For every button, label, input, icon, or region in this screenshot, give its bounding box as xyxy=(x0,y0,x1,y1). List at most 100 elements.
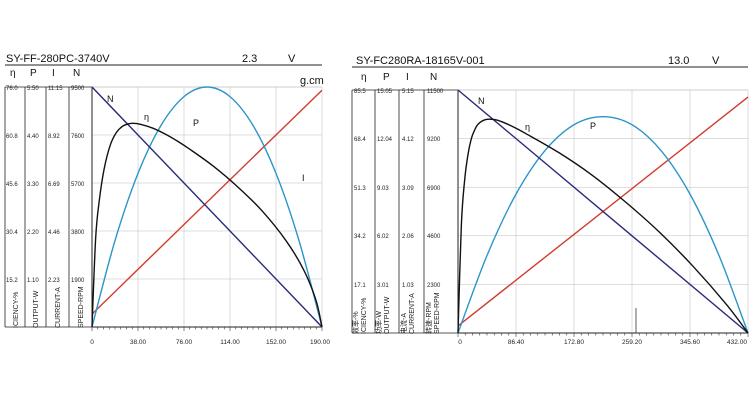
chart-2-header-i: I xyxy=(406,72,409,83)
chart-1-x-tick-4: 152.00 xyxy=(266,339,286,346)
chart-1-eff-tick-2: 45.6 xyxy=(6,182,18,188)
chart-2-cur-axis-label: 电流-A CURRENT-A xyxy=(399,293,416,334)
chart-1-series-n-line xyxy=(91,86,323,328)
chart-2-spd-tick-2: 6900 xyxy=(427,186,441,192)
chart-1-series-n-label: N xyxy=(107,94,114,104)
chart-2-cur-tick-0: 5.15 xyxy=(402,89,414,95)
chart-1-x-minor-ticks xyxy=(91,327,323,331)
chart-2: SY-FC280RA-18165V-001 13.0 V η P I N xyxy=(351,55,749,346)
chart-2-out-tick-4: 3.01 xyxy=(377,283,389,289)
chart-1-spd-tick-3: 3800 xyxy=(71,230,85,236)
chart-1-title: SY-FF-280PC-3740V xyxy=(6,53,110,65)
chart-1-cur-tick-3: 4.46 xyxy=(48,230,60,236)
svg-text:电流-A: 电流-A xyxy=(399,313,408,334)
chart-2-series-n-label: N xyxy=(478,96,485,106)
chart-1-spd-tick-2: 5700 xyxy=(71,182,85,188)
chart-2-x-tick-1: 86.40 xyxy=(508,339,525,346)
chart-2-spd-tick-3: 4600 xyxy=(427,234,441,240)
chart-2-cur-tick-1: 4.12 xyxy=(402,137,414,143)
chart-2-header-eta: η xyxy=(361,72,367,83)
chart-1-left-columns xyxy=(4,86,92,328)
svg-text:CURRENT-A: CURRENT-A xyxy=(409,293,416,334)
svg-text:OUTPUT-W: OUTPUT-W xyxy=(384,296,391,334)
chart-1-spd-tick-1: 7600 xyxy=(71,134,85,140)
svg-text:功率-W: 功率-W xyxy=(374,311,383,334)
chart-2-grid xyxy=(458,89,749,333)
chart-2-out-tick-2: 9.03 xyxy=(377,186,389,192)
chart-2-out-tick-1: 12.04 xyxy=(377,137,393,143)
chart-1-cur-tick-4: 2.23 xyxy=(48,278,60,284)
chart-2-spd-axis-label: 转速-RPM SPEED-RPM xyxy=(424,292,441,334)
chart-2-x-tick-3: 259.20 xyxy=(622,339,642,346)
chart-2-voltage-value: 13.0 xyxy=(668,55,689,67)
chart-2-eff-tick-0: 85.5 xyxy=(354,89,366,95)
chart-2-eff-tick-2: 51.3 xyxy=(354,186,366,192)
chart-2-series-eta-line xyxy=(457,118,749,334)
chart-1-series-i-line xyxy=(91,89,323,315)
chart-2-x-minor-ticks xyxy=(457,333,749,337)
chart-1-x-tick-1: 38.00 xyxy=(130,339,147,346)
chart-1-out-tick-4: 1.10 xyxy=(27,278,39,284)
chart-1-eff-tick-1: 60.8 xyxy=(6,134,18,140)
chart-1-plot-area: N η P I xyxy=(91,86,323,331)
chart-1-grid xyxy=(92,86,323,327)
svg-text:效率-%: 效率-% xyxy=(351,311,360,334)
chart-1-cur-tick-0: 11.15 xyxy=(48,86,63,92)
chart-1-spd-tick-4: 1900 xyxy=(71,278,85,284)
chart-1-eff-tick-3: 30.4 xyxy=(6,230,18,236)
chart-1-eff-axis-label: ICIENCY-% xyxy=(13,292,20,328)
chart-1-out-tick-2: 3.30 xyxy=(27,182,39,188)
chart-1-series-i-label: I xyxy=(302,173,305,183)
chart-1-out-tick-1: 4.40 xyxy=(27,134,39,140)
chart-1-x-unit: g.cm xyxy=(300,75,324,87)
chart-2-out-tick-3: 6.02 xyxy=(377,234,389,240)
chart-1-voltage-unit: V xyxy=(288,53,296,65)
chart-2-left-columns xyxy=(351,89,458,334)
chart-1-spd-axis-label: SPEED-RPM xyxy=(78,286,85,328)
chart-2-eff-axis-label: 效率-% ICIENCY-% xyxy=(351,298,368,334)
chart-1-eff-tick-4: 15.2 xyxy=(6,278,18,284)
chart-1-series-p-label: P xyxy=(193,118,199,128)
chart-2-x-tick-4: 345.60 xyxy=(680,339,700,346)
chart-2-cur-tick-2: 3.09 xyxy=(402,186,414,192)
chart-1: SY-FF-280PC-3740V 2.3 V g.cm η P I N xyxy=(4,53,330,346)
chart-1-header-eta: η xyxy=(10,68,16,79)
chart-2-header-n: N xyxy=(430,72,437,83)
svg-text:ICIENCY-%: ICIENCY-% xyxy=(361,298,368,334)
chart-2-series-n-line xyxy=(457,89,749,334)
chart-1-voltage-value: 2.3 xyxy=(242,53,257,65)
chart-1-x-tick-2: 76.00 xyxy=(176,339,193,346)
chart-1-eff-tick-0: 76.0 xyxy=(6,86,18,92)
chart-2-series-p-label: P xyxy=(590,121,596,131)
chart-2-spd-tick-4: 2300 xyxy=(427,283,441,289)
chart-1-series-eta-line xyxy=(91,122,323,328)
chart-2-title: SY-FC280RA-18165V-001 xyxy=(356,55,485,67)
chart-1-series-p-line xyxy=(91,86,323,328)
chart-1-out-tick-3: 2.20 xyxy=(27,230,39,236)
chart-1-cur-tick-2: 6.69 xyxy=(48,182,60,188)
chart-2-voltage-unit: V xyxy=(712,55,720,67)
svg-text:SPEED-RPM: SPEED-RPM xyxy=(434,292,441,334)
chart-1-cur-tick-1: 8.92 xyxy=(48,134,60,140)
chart-1-out-tick-0: 5.50 xyxy=(27,86,39,92)
chart-1-x-tick-3: 114.00 xyxy=(220,339,240,346)
chart-2-out-axis-label: 功率-W OUTPUT-W xyxy=(374,296,391,334)
chart-2-header-p: P xyxy=(383,72,390,83)
chart-1-out-axis-label: OUTPUT-W xyxy=(33,290,40,328)
svg-text:转速-RPM: 转速-RPM xyxy=(424,302,433,334)
chart-1-header-p: P xyxy=(30,68,37,79)
chart-2-out-tick-0: 15.05 xyxy=(377,89,393,95)
chart-1-series-eta-label: η xyxy=(144,112,149,122)
chart-2-x-tick-5: 432.00 xyxy=(727,339,747,346)
chart-2-x-tick-0: 0 xyxy=(458,339,462,346)
chart-1-header-i: I xyxy=(52,68,55,79)
chart-2-spd-tick-0: 11500 xyxy=(427,89,444,95)
chart-1-cur-axis-label: CURRENT-A xyxy=(55,287,62,328)
chart-1-x-tick-0: 0 xyxy=(90,339,94,346)
chart-2-eff-tick-3: 34.2 xyxy=(354,234,366,240)
chart-2-x-tick-2: 172.80 xyxy=(564,339,584,346)
chart-2-series-eta-label: η xyxy=(525,122,530,132)
chart-2-cur-tick-3: 2.06 xyxy=(402,234,414,240)
chart-2-spd-tick-1: 9200 xyxy=(427,137,441,143)
